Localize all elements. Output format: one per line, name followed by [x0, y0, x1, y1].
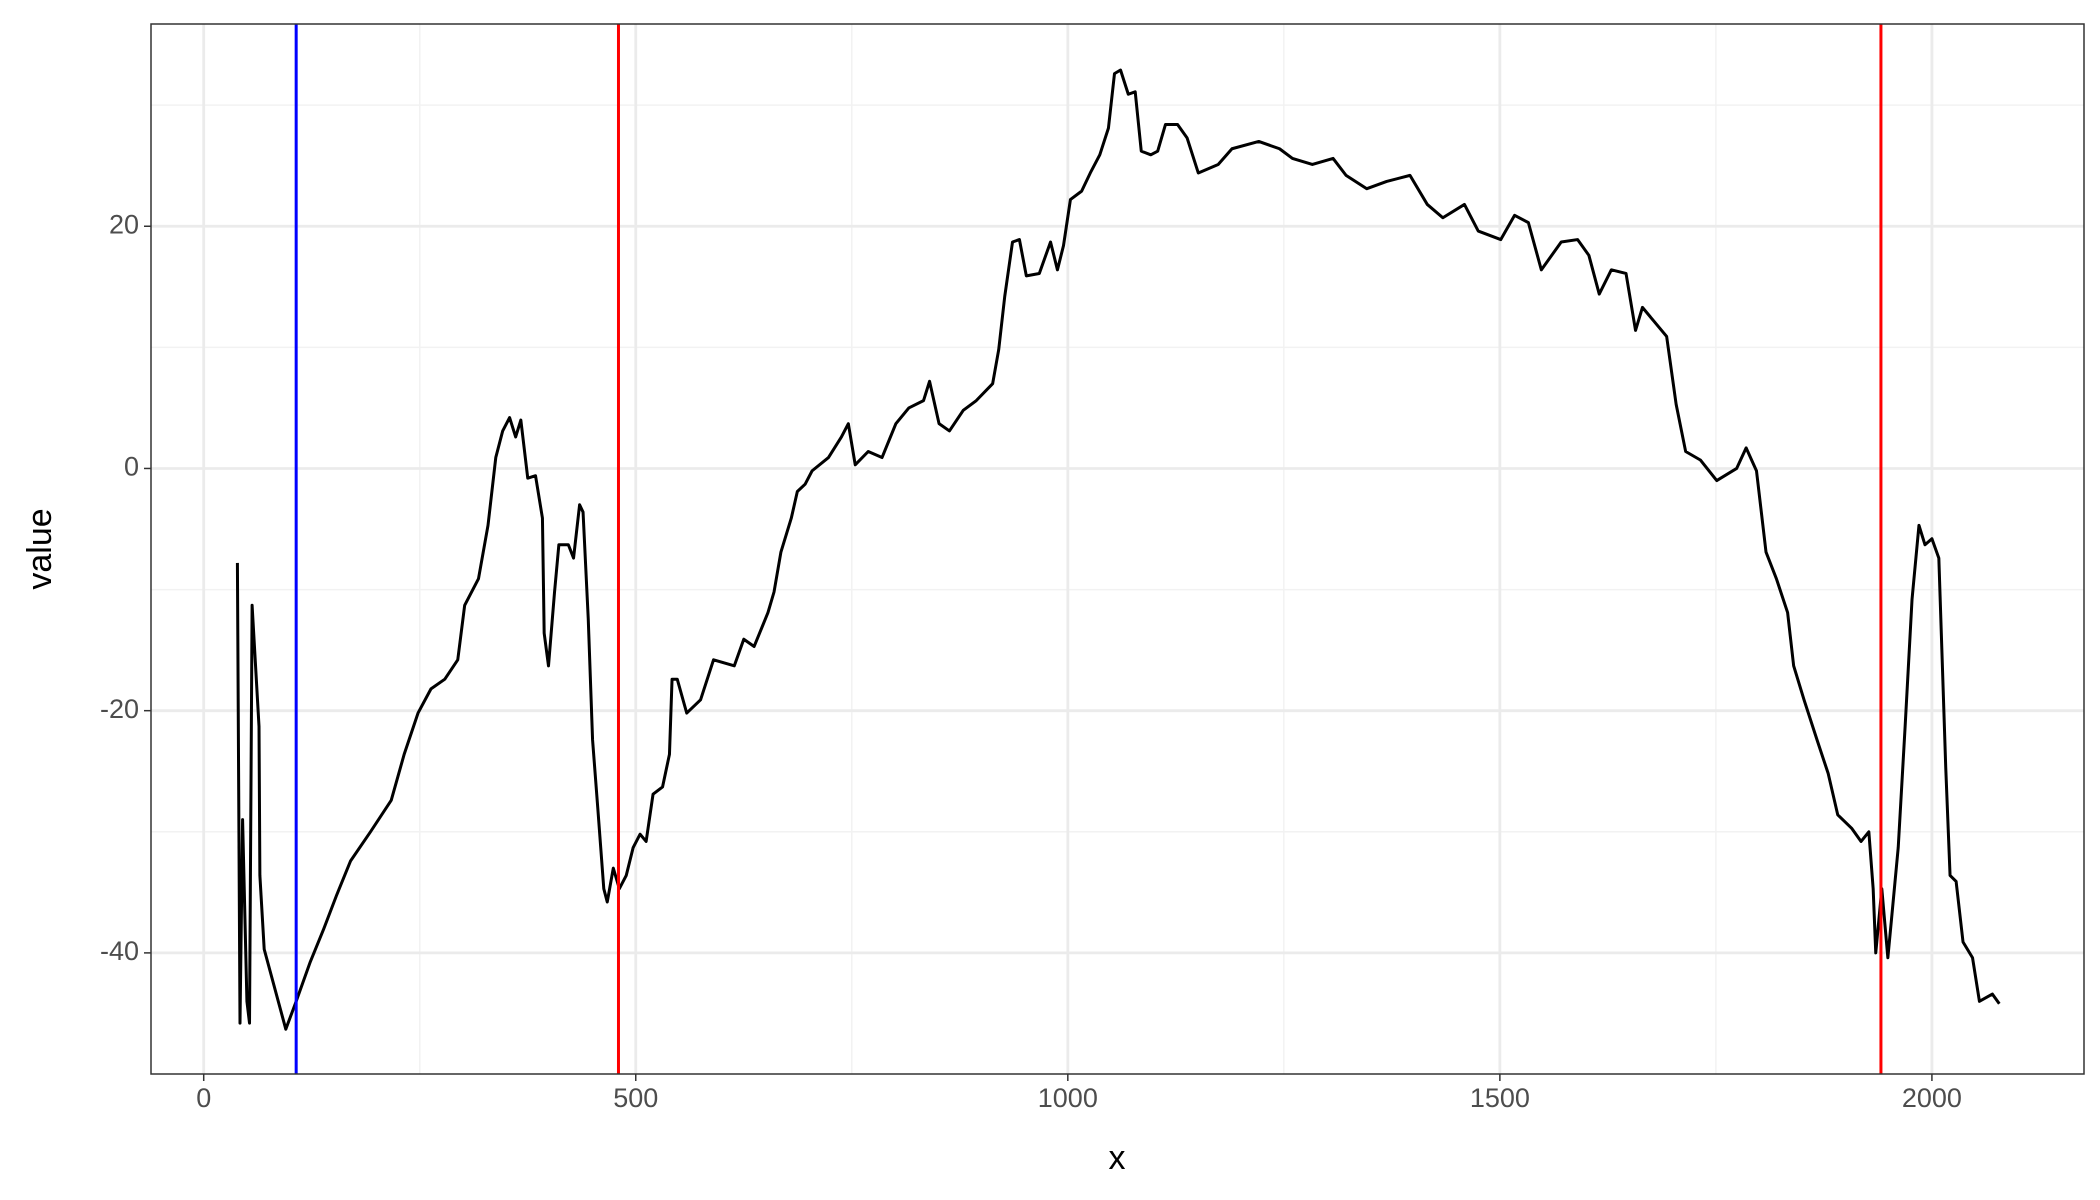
- y-tick-label: 0: [124, 452, 139, 482]
- x-tick-label: 2000: [1902, 1083, 1962, 1113]
- x-tick-label: 0: [196, 1083, 211, 1113]
- y-tick-label: -40: [100, 936, 139, 966]
- y-axis-title: value: [21, 508, 59, 589]
- panel-border: [150, 23, 2085, 1075]
- x-tick-label: 1000: [1038, 1083, 1098, 1113]
- x-axis-title: x: [1109, 1139, 1126, 1177]
- x-tick-label: 1500: [1470, 1083, 1530, 1113]
- y-tick-label: 20: [109, 209, 139, 239]
- x-tick-label: 500: [613, 1083, 658, 1113]
- line: [235, 68, 2001, 1031]
- y-tick-label: -20: [100, 694, 139, 724]
